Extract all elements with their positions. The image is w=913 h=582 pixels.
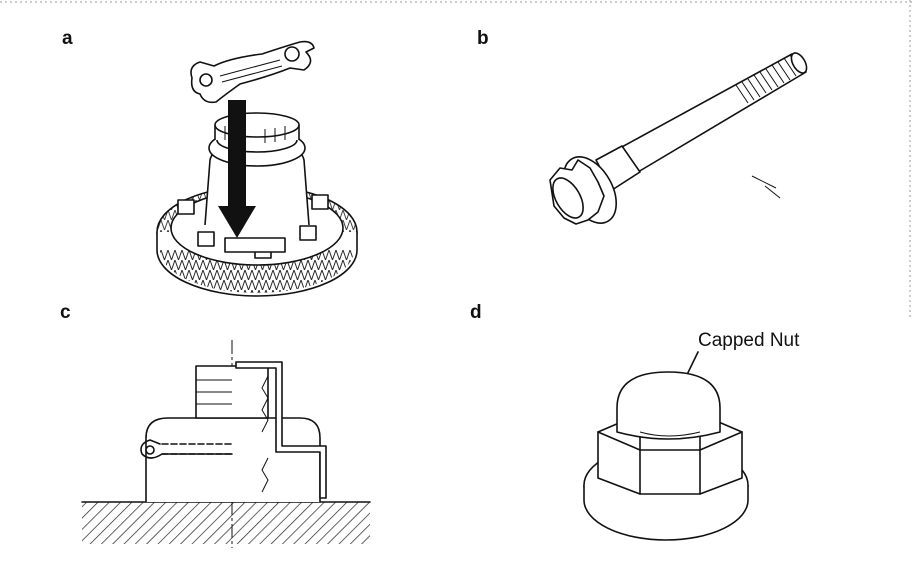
panel-b: b <box>477 28 808 225</box>
panel-label-b: b <box>477 28 489 49</box>
panel-a: a <box>62 28 358 297</box>
panel-c: c <box>60 302 371 548</box>
differential-wrench-icon <box>156 40 358 297</box>
panel-label-c: c <box>60 302 71 323</box>
panel-label-a: a <box>62 28 73 49</box>
capped-nut-label: Capped Nut <box>698 330 800 351</box>
long-bolt-icon <box>549 52 808 225</box>
panel-label-d: d <box>470 302 482 323</box>
capped-nut-icon <box>583 371 749 541</box>
panel-d: d Capped Nut <box>470 302 800 541</box>
nut-lock-plate-section-icon <box>81 340 371 548</box>
